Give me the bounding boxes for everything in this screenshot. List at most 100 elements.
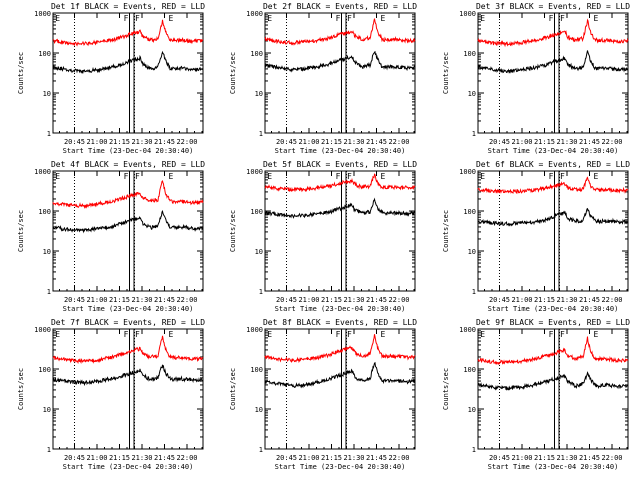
marker-label: E bbox=[381, 14, 386, 23]
x-tick-label: 21:00 bbox=[511, 296, 532, 304]
x-tick-label: 22:00 bbox=[388, 454, 409, 462]
plot-frame bbox=[477, 328, 629, 450]
y-tick-label: 1000 bbox=[459, 168, 476, 176]
y-tick-label: 100 bbox=[250, 208, 263, 216]
x-tick-label: 21:30 bbox=[556, 296, 577, 304]
marker-label: E bbox=[594, 172, 599, 181]
x-tick-label: 21:15 bbox=[109, 296, 130, 304]
x-tick-label: 20:45 bbox=[489, 296, 510, 304]
x-tick-label: 21:30 bbox=[131, 138, 152, 146]
y-tick-label: 1 bbox=[259, 288, 263, 296]
marker-label: F bbox=[549, 330, 554, 339]
panel-title: Det 8f BLACK = Events, RED = LLD bbox=[263, 318, 417, 327]
y-tick-label: 100 bbox=[463, 208, 476, 216]
x-tick-label: 21:45 bbox=[366, 138, 387, 146]
y-tick-label: 100 bbox=[38, 208, 51, 216]
panel-title: Det 2f BLACK = Events, RED = LLD bbox=[263, 2, 417, 11]
y-axis-label: Counts/sec bbox=[229, 368, 237, 410]
x-tick-label: 21:00 bbox=[298, 454, 319, 462]
y-tick-label: 1 bbox=[472, 446, 476, 454]
x-tick-label: 20:45 bbox=[276, 296, 297, 304]
x-axis-label: Start Time (23-Dec-04 20:30:40) bbox=[275, 147, 406, 155]
plot-frame bbox=[264, 328, 416, 450]
x-tick-label: 21:45 bbox=[154, 296, 175, 304]
y-tick-label: 10 bbox=[255, 406, 263, 414]
x-tick-label: 21:15 bbox=[321, 296, 342, 304]
x-tick-label: 22:00 bbox=[388, 296, 409, 304]
series-lld-line bbox=[477, 18, 629, 48]
series-events-line bbox=[264, 361, 416, 389]
y-tick-label: 100 bbox=[463, 366, 476, 374]
x-axis-label: Start Time (23-Dec-04 20:30:40) bbox=[63, 463, 194, 471]
plot-frame bbox=[52, 328, 204, 450]
panel-det-9: Det 9f BLACK = Events, RED = LLD 1 10 100 10… bbox=[442, 318, 630, 471]
series-events-line bbox=[264, 50, 416, 73]
marker-label: F bbox=[336, 14, 341, 23]
plot-frame bbox=[52, 12, 204, 134]
marker-label: E bbox=[381, 330, 386, 339]
y-tick-label: 1 bbox=[472, 288, 476, 296]
y-tick-label: 1000 bbox=[34, 326, 51, 334]
series-events-line bbox=[477, 50, 629, 74]
y-tick-label: 1 bbox=[47, 288, 51, 296]
marker-label: E bbox=[267, 330, 272, 339]
marker-label: E bbox=[594, 14, 599, 23]
panel-det-8: Det 8f BLACK = Events, RED = LLD 1 10 100 10… bbox=[229, 318, 417, 471]
y-tick-label: 1000 bbox=[34, 168, 51, 176]
series-lld-line bbox=[52, 335, 204, 365]
x-tick-label: 20:45 bbox=[489, 138, 510, 146]
series-events-line bbox=[52, 209, 204, 234]
y-axis-label: Counts/sec bbox=[442, 210, 450, 252]
marker-label: E bbox=[480, 330, 485, 339]
marker-label: E bbox=[55, 172, 60, 181]
x-axis-label: Start Time (23-Dec-04 20:30:40) bbox=[488, 305, 619, 313]
plot-frame bbox=[477, 12, 629, 134]
y-tick-label: 1000 bbox=[34, 10, 51, 18]
x-tick-label: 21:15 bbox=[321, 454, 342, 462]
panel-det-1: Det 1f BLACK = Events, RED = LLD 1 10 100 10… bbox=[17, 2, 205, 155]
marker-label: E bbox=[267, 172, 272, 181]
x-tick-label: 21:30 bbox=[556, 454, 577, 462]
marker-label: F bbox=[135, 172, 140, 181]
x-tick-label: 21:15 bbox=[109, 454, 130, 462]
marker-label: F bbox=[549, 172, 554, 181]
y-tick-label: 10 bbox=[255, 248, 263, 256]
x-tick-label: 20:45 bbox=[489, 454, 510, 462]
marker-label: F bbox=[124, 14, 129, 23]
marker-label: E bbox=[55, 14, 60, 23]
y-tick-label: 100 bbox=[250, 50, 263, 58]
x-tick-label: 22:00 bbox=[176, 296, 197, 304]
marker-label: F bbox=[560, 14, 565, 23]
y-axis-label: Counts/sec bbox=[229, 210, 237, 252]
x-tick-label: 20:45 bbox=[64, 454, 85, 462]
marker-label: F bbox=[124, 172, 129, 181]
y-axis-label: Counts/sec bbox=[442, 368, 450, 410]
marker-label: E bbox=[480, 14, 485, 23]
x-tick-label: 21:00 bbox=[86, 138, 107, 146]
y-tick-label: 10 bbox=[468, 406, 476, 414]
x-tick-label: 21:30 bbox=[343, 454, 364, 462]
y-tick-label: 100 bbox=[38, 50, 51, 58]
panel-det-6: Det 6f BLACK = Events, RED = LLD 1 10 100 10… bbox=[442, 160, 630, 313]
x-tick-label: 21:45 bbox=[154, 454, 175, 462]
x-tick-label: 20:45 bbox=[276, 454, 297, 462]
series-lld-line bbox=[264, 18, 416, 46]
plot-frame bbox=[264, 170, 416, 292]
plot-frame bbox=[264, 12, 416, 134]
x-tick-label: 21:15 bbox=[109, 138, 130, 146]
panel-title: Det 4f BLACK = Events, RED = LLD bbox=[51, 160, 205, 169]
y-axis-label: Counts/sec bbox=[442, 52, 450, 94]
y-tick-label: 1 bbox=[47, 446, 51, 454]
marker-label: F bbox=[549, 14, 554, 23]
x-axis-label: Start Time (23-Dec-04 20:30:40) bbox=[275, 305, 406, 313]
y-tick-label: 100 bbox=[38, 366, 51, 374]
y-tick-label: 1 bbox=[259, 446, 263, 454]
marker-label: E bbox=[381, 172, 386, 181]
y-tick-label: 10 bbox=[468, 248, 476, 256]
x-tick-label: 21:45 bbox=[154, 138, 175, 146]
marker-label: F bbox=[135, 14, 140, 23]
x-tick-label: 21:15 bbox=[534, 454, 555, 462]
panel-title: Det 1f BLACK = Events, RED = LLD bbox=[51, 2, 205, 11]
y-tick-label: 1000 bbox=[246, 168, 263, 176]
